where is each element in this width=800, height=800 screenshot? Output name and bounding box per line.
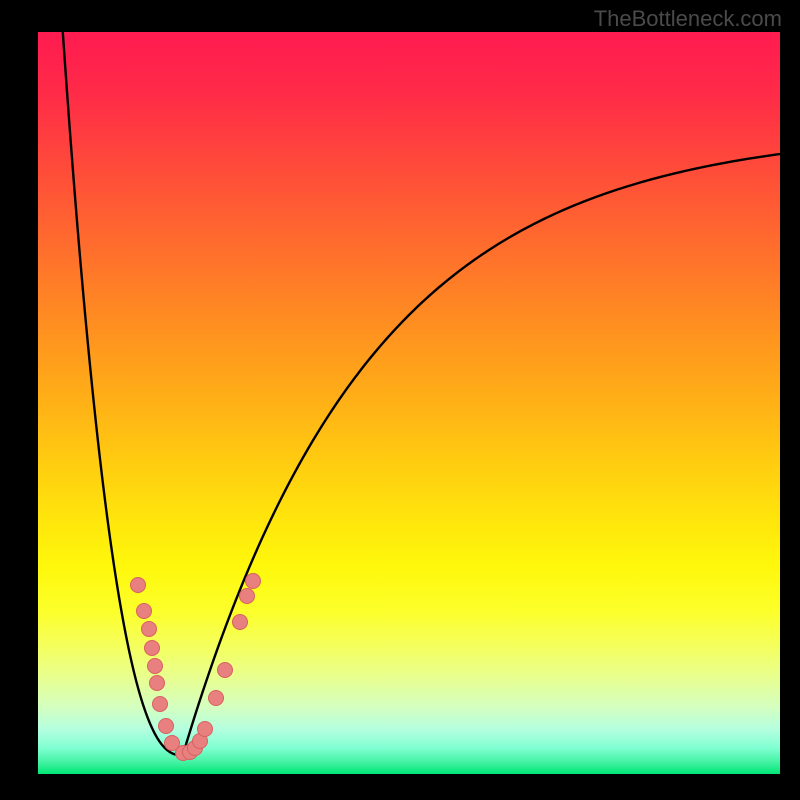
data-point-marker: [232, 614, 248, 630]
data-point-marker: [208, 690, 224, 706]
data-point-marker: [152, 696, 168, 712]
data-point-marker: [144, 640, 160, 656]
data-point-marker: [217, 662, 233, 678]
watermark-text: TheBottleneck.com: [594, 6, 782, 32]
bottleneck-curve: [60, 32, 780, 755]
data-point-marker: [149, 675, 165, 691]
data-point-marker: [245, 573, 261, 589]
data-point-marker: [239, 588, 255, 604]
plot-area: [38, 32, 780, 774]
data-point-marker: [130, 577, 146, 593]
data-point-marker: [158, 718, 174, 734]
data-point-marker: [136, 603, 152, 619]
data-point-marker: [147, 658, 163, 674]
data-point-marker: [197, 721, 213, 737]
data-point-marker: [141, 621, 157, 637]
chart-container: TheBottleneck.com: [0, 0, 800, 800]
